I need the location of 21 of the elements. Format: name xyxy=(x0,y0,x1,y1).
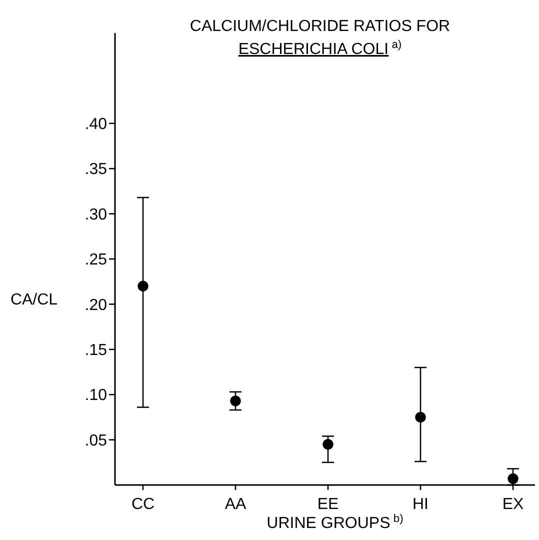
y-tick-label: .35 xyxy=(84,161,108,178)
x-tick-label: EE xyxy=(317,496,339,513)
x-tick-label: EX xyxy=(502,496,524,513)
x-axis-title: URINE GROUPS$^{b)}$ xyxy=(266,513,404,532)
x-tick-label: AA xyxy=(224,496,246,513)
y-tick-label: .25 xyxy=(84,252,108,269)
x-tick-label: CC xyxy=(131,496,155,513)
y-tick-label: .40 xyxy=(84,116,108,133)
x-tick-label: HI xyxy=(412,496,428,513)
y-axis-title: CA/CL xyxy=(10,292,58,309)
y-tick-label: .05 xyxy=(84,432,108,450)
y-tick-label: .15 xyxy=(84,342,108,359)
point xyxy=(138,280,148,292)
point xyxy=(508,473,518,484)
point xyxy=(415,412,426,423)
point xyxy=(322,438,334,450)
chart-title: CALCIUM/CHLORIDE RATIOS FOR ESCHERICHIA COLI$^{a)}$ xyxy=(190,18,450,58)
y-tick-label: .20 xyxy=(84,296,108,314)
y-tick-label: .10 xyxy=(84,387,108,404)
point xyxy=(230,396,241,406)
y-tick-label: .30 xyxy=(84,206,108,224)
